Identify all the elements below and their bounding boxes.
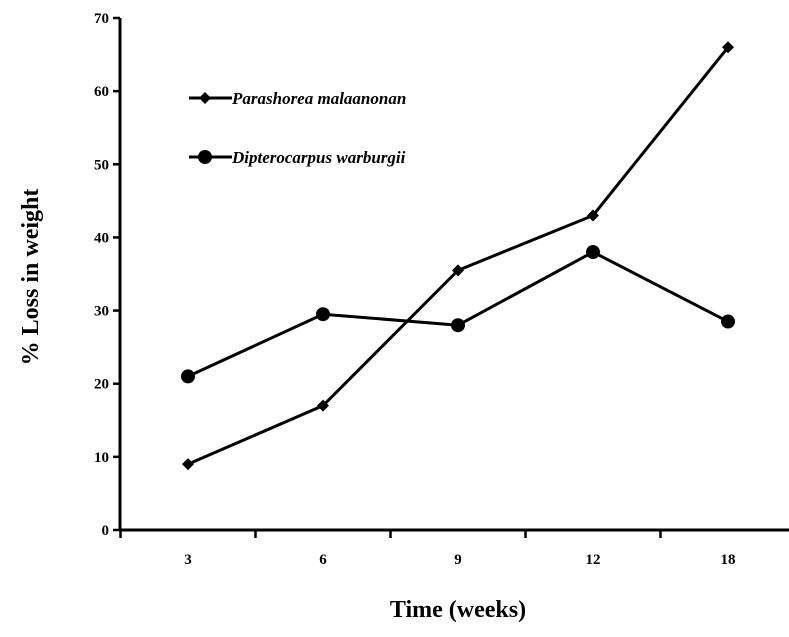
legend-entry-1: Parashorea malaanonan xyxy=(189,89,406,108)
data-point xyxy=(316,307,330,322)
data-point xyxy=(182,458,194,471)
y-tick-label: 20 xyxy=(94,377,109,393)
x-tick-label: 6 xyxy=(319,552,327,568)
legend-marker xyxy=(198,150,212,164)
x-tick-label: 12 xyxy=(586,552,601,568)
series-1 xyxy=(182,41,734,471)
x-axis-title: Time (weeks) xyxy=(390,597,526,623)
series-2 xyxy=(181,245,735,384)
y-tick-label: 40 xyxy=(94,230,109,246)
legend-label: Dipterocarpus warburgii xyxy=(231,148,406,167)
y-tick-label: 50 xyxy=(94,157,109,173)
y-axis-title: % Loss in weight xyxy=(18,189,44,366)
legend-marker xyxy=(199,92,211,104)
series-layer xyxy=(181,41,735,471)
data-point xyxy=(586,245,600,260)
y-tick-label: 70 xyxy=(94,11,109,27)
y-tick-label: 0 xyxy=(102,523,110,539)
data-point xyxy=(317,399,329,412)
y-tick-label: 60 xyxy=(94,84,109,100)
data-point xyxy=(721,314,735,329)
axes: 0 10 20 30 40 50 60 70 3 6 9 12 18 xyxy=(94,11,789,568)
data-point xyxy=(587,209,599,222)
legend: Parashorea malaanonan Dipterocarpus warbu… xyxy=(189,89,406,167)
x-tick-label: 18 xyxy=(721,552,736,568)
data-point xyxy=(451,318,465,333)
legend-entry-2: Dipterocarpus warburgii xyxy=(189,148,406,167)
y-tick-label: 30 xyxy=(94,304,109,320)
data-point xyxy=(722,41,734,54)
y-tick-label: 10 xyxy=(94,450,109,466)
x-tick-label: 3 xyxy=(184,552,192,568)
x-tick-label: 9 xyxy=(454,552,462,568)
data-point xyxy=(181,369,195,384)
legend-label: Parashorea malaanonan xyxy=(231,89,406,108)
series-line xyxy=(187,46,730,466)
data-point xyxy=(452,264,464,277)
